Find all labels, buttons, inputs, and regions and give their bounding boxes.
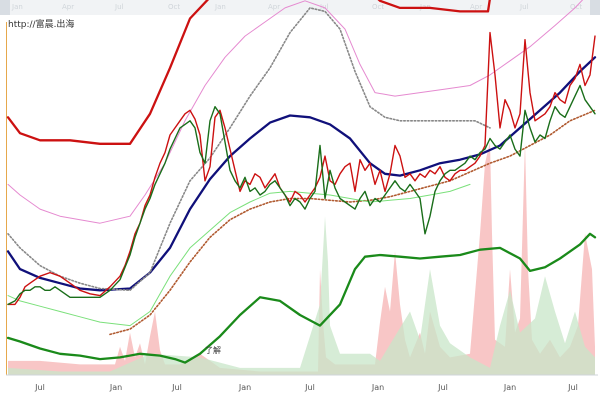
x-tick-label-2: Jul xyxy=(172,383,182,392)
x-tick-label-8: Jul xyxy=(568,383,578,392)
x-tick-label-1: Jan xyxy=(109,383,123,392)
navigator-handle-right[interactable] xyxy=(590,0,600,15)
volume-layer xyxy=(8,142,595,375)
navigator-tick-label-0: Jan xyxy=(12,3,23,11)
x-tick-label-7: Jan xyxy=(503,383,517,392)
navigator-tick-label-3: Oct xyxy=(168,3,181,11)
navigator-tick-label-4: Jan xyxy=(215,3,226,11)
lower-band-line xyxy=(6,232,597,364)
x-tick-label-6: Jul xyxy=(438,383,448,392)
x-tick-label-0: Jul xyxy=(35,383,45,392)
mid-band-line xyxy=(6,56,597,292)
light-green-line xyxy=(7,183,471,327)
gray-dotted-line xyxy=(7,7,491,292)
x-tick-label-5: Jan xyxy=(371,383,385,392)
brown-dotted-line xyxy=(109,109,596,336)
navigator-tick-label-2: Jul xyxy=(115,3,124,11)
navigator-tick-label-10: Jul xyxy=(520,3,529,11)
pink-trend-line xyxy=(7,0,584,224)
navigator-tick-label-6: Jul xyxy=(320,3,329,11)
navigator-handle-left[interactable] xyxy=(0,0,10,15)
x-tick-label-4: Jul xyxy=(305,383,315,392)
navigator-tick-label-7: Oct xyxy=(372,3,385,11)
price-green-line xyxy=(7,84,596,306)
chart-annotation: 了解 xyxy=(205,346,221,355)
upper-band-line xyxy=(6,0,491,145)
volume-pink-area xyxy=(8,142,595,375)
navigator-tick-label-9: Apr xyxy=(470,3,483,11)
volume-green-area xyxy=(8,216,595,375)
line-layer xyxy=(6,0,597,364)
y-axis-line xyxy=(6,22,7,375)
chart-title: http://富晨.出海 xyxy=(8,20,75,30)
navigator-tick-label-5: Apr xyxy=(268,3,281,11)
x-tick-label-3: Jan xyxy=(238,383,252,392)
navigator-tick-label-1: Apr xyxy=(62,3,75,11)
price-red-line xyxy=(7,31,596,306)
